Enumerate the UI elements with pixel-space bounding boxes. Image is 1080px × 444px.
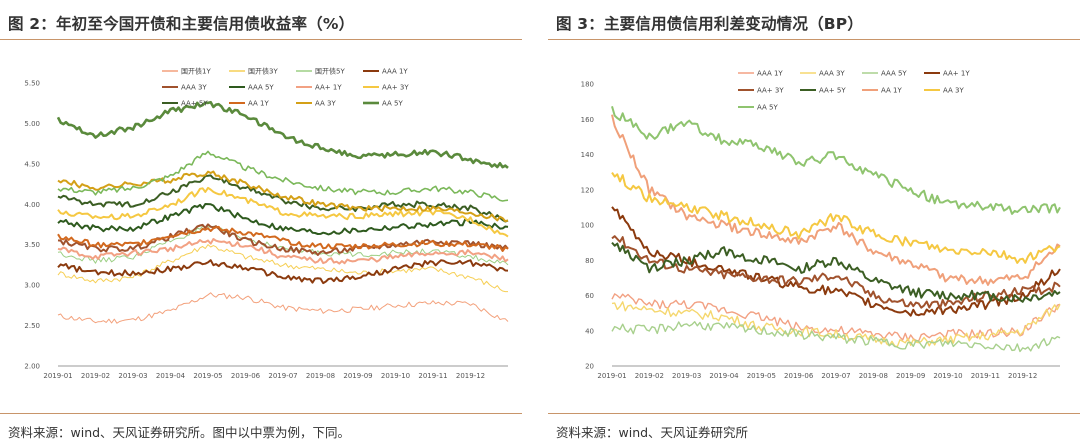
x-tick-label: 2019-11 — [418, 372, 447, 380]
y-tick-label: 4.00 — [24, 201, 40, 209]
series-line — [57, 186, 509, 238]
x-tick-label: 2019-06 — [231, 372, 261, 380]
x-tick-label: 2019-09 — [896, 372, 925, 380]
y-tick-label: 180 — [581, 81, 594, 89]
legend-label: AAA 5Y — [248, 84, 274, 92]
series-line — [611, 172, 1061, 264]
x-tick-label: 2019-12 — [1008, 372, 1037, 380]
legend-label: AAA 3Y — [181, 84, 207, 92]
series-line — [57, 150, 509, 202]
series-line — [611, 241, 1061, 303]
title-divider — [0, 39, 522, 40]
y-tick-label: 80 — [585, 257, 594, 265]
legend-label: AA 1Y — [881, 87, 902, 95]
legend-label: AA 1Y — [248, 100, 269, 108]
y-tick-label: 60 — [585, 292, 594, 300]
legend-label: AA+ 3Y — [382, 84, 409, 92]
legend-label: AA+ 1Y — [943, 70, 970, 78]
x-tick-label: 2019-09 — [343, 372, 372, 380]
series-line — [57, 203, 509, 236]
series-line — [611, 301, 1061, 348]
y-tick-label: 160 — [581, 116, 594, 124]
y-tick-label: 5.50 — [24, 80, 40, 88]
chart-title: 图 3：主要信用债信用利差变动情况（BP） — [556, 15, 864, 33]
x-tick-label: 2019-05 — [193, 372, 222, 380]
legend-label: AA+ 1Y — [315, 84, 342, 92]
x-tick-label: 2019-08 — [859, 372, 888, 380]
legend-label: AA 5Y — [757, 104, 778, 112]
y-tick-label: 5.00 — [24, 120, 40, 128]
x-tick-label: 2019-10 — [933, 372, 962, 380]
series-line — [57, 238, 509, 265]
legend-label: AAA 1Y — [382, 68, 408, 76]
y-tick-label: 20 — [585, 363, 594, 371]
x-tick-label: 2019-07 — [821, 372, 850, 380]
legend-label: AA+ 3Y — [757, 87, 784, 95]
x-tick-label: 2019-02 — [81, 372, 110, 380]
spread-line-chart: 20 40 60 80 100 120 140 160 180 2019-01 2019-02 201… — [581, 70, 1061, 380]
x-tick-label: 2019-12 — [456, 372, 485, 380]
chart-title: 图 2：年初至今国开债和主要信用债收益率（%） — [8, 15, 355, 33]
y-tick-label: 40 — [585, 327, 594, 335]
x-tick-label: 2019-06 — [784, 372, 814, 380]
y-tick-label: 2.50 — [24, 322, 40, 330]
legend-label: 国开债1Y — [181, 67, 211, 76]
series-line — [56, 100, 509, 169]
x-tick-label: 2019-03 — [672, 372, 701, 380]
left-chart-panel: 图 2：年初至今国开债和主要信用债收益率（%） 2.00 2.50 3.00 3.50… — [0, 0, 522, 444]
y-tick-label: 2.00 — [24, 363, 40, 371]
series-line — [611, 114, 1061, 286]
x-tick-label: 2019-10 — [381, 372, 410, 380]
source-divider — [548, 413, 1080, 414]
legend-label: AAA 1Y — [757, 70, 783, 78]
x-tick-label: 2019-04 — [709, 372, 739, 380]
series-line — [611, 321, 1061, 353]
series-line — [57, 225, 509, 252]
x-tick-label: 2019-05 — [747, 372, 776, 380]
y-tick-label: 140 — [581, 151, 594, 159]
y-tick-label: 100 — [581, 222, 594, 230]
legend-label: 国开债5Y — [315, 67, 345, 76]
legend-label: AA 3Y — [315, 100, 336, 108]
x-tick-label: 2019-04 — [156, 372, 186, 380]
series-line — [57, 244, 508, 293]
legend-label: AA 5Y — [382, 100, 403, 108]
legend-label: AAA 3Y — [819, 70, 845, 78]
x-tick-label: 2019-02 — [635, 372, 664, 380]
series-line — [57, 259, 509, 285]
y-tick-label: 3.00 — [24, 282, 40, 290]
title-divider — [548, 39, 1080, 40]
x-tick-label: 2019-01 — [43, 372, 72, 380]
y-tick-label: 4.50 — [24, 160, 40, 168]
legend-label: AA+ 5Y — [819, 87, 846, 95]
series-line — [611, 206, 1061, 317]
source-divider — [0, 413, 522, 414]
legend-label: 国开债3Y — [248, 67, 278, 76]
x-tick-label: 2019-08 — [306, 372, 335, 380]
series-line — [57, 170, 509, 223]
legend-label: AA 3Y — [943, 87, 964, 95]
yield-line-chart: 2.00 2.50 3.00 3.50 4.00 4.50 5.00 5.50 2019-01 2… — [24, 67, 509, 380]
source-note: 资料来源：wind、天风证券研究所。图中以中票为例，下同。 — [8, 425, 351, 440]
series-line — [611, 106, 1061, 215]
source-note: 资料来源：wind、天风证券研究所 — [556, 425, 749, 440]
x-tick-label: 2019-07 — [268, 372, 297, 380]
series-line — [57, 292, 509, 324]
x-tick-label: 2019-03 — [118, 372, 147, 380]
y-tick-label: 120 — [581, 186, 594, 194]
legend-label: AAA 5Y — [881, 70, 907, 78]
right-chart-panel: 图 3：主要信用债信用利差变动情况（BP） 20 40 60 80 100 120 140 1… — [548, 0, 1080, 444]
y-tick-label: 3.50 — [24, 241, 40, 249]
x-tick-label: 2019-01 — [597, 372, 626, 380]
x-tick-label: 2019-11 — [971, 372, 1000, 380]
legend-label: AA+ 5Y — [181, 100, 208, 108]
